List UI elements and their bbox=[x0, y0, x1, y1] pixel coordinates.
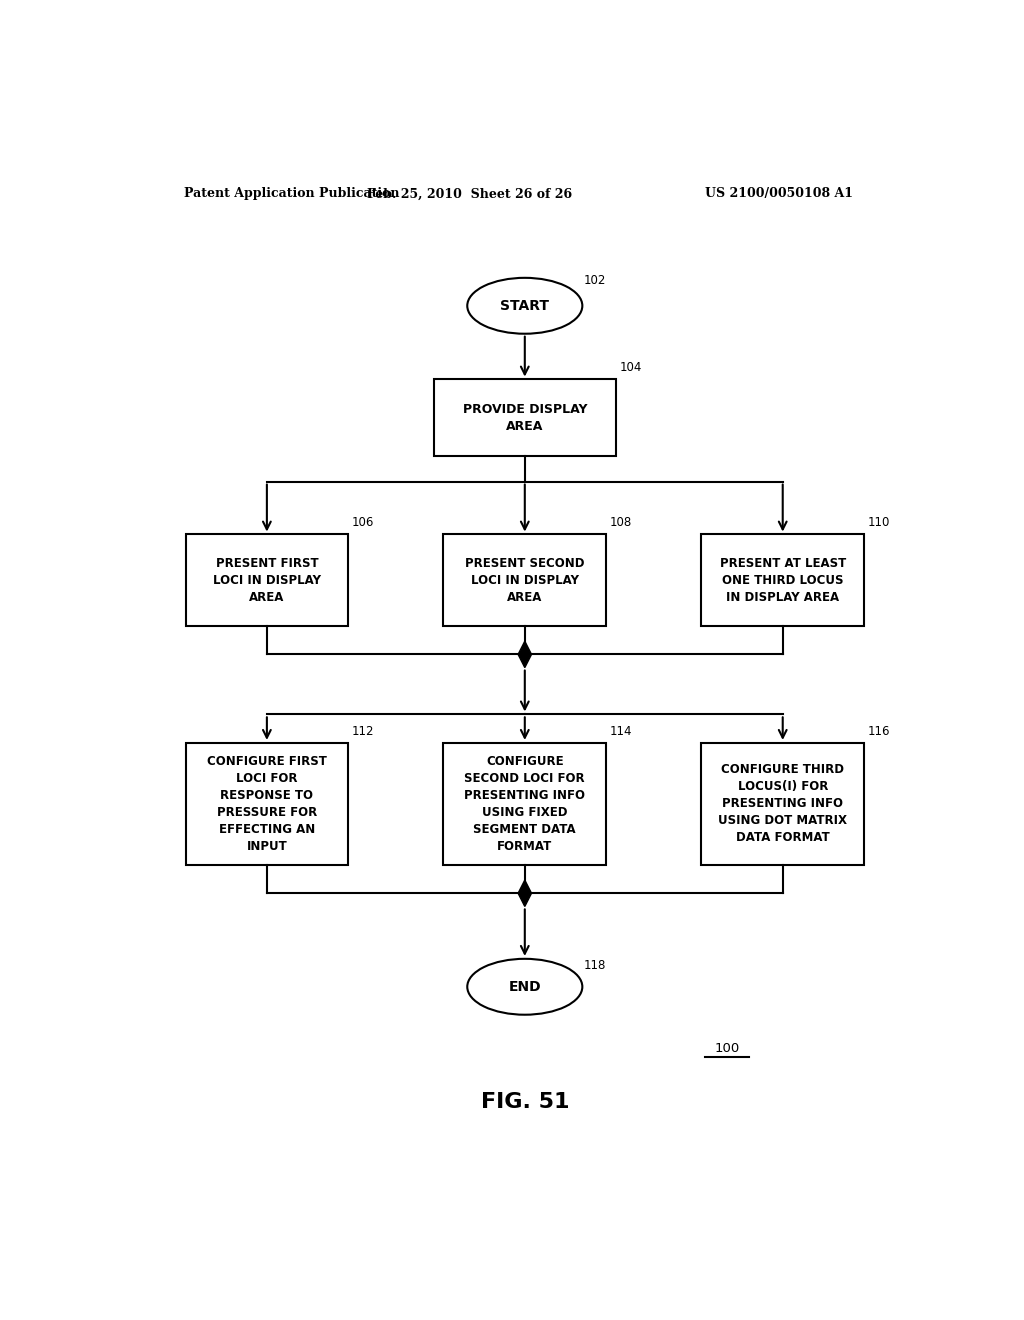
Text: FIG. 51: FIG. 51 bbox=[480, 1092, 569, 1111]
Bar bbox=[443, 535, 606, 626]
Text: 102: 102 bbox=[584, 275, 606, 288]
Text: PROVIDE DISPLAY
AREA: PROVIDE DISPLAY AREA bbox=[463, 403, 587, 433]
Text: 116: 116 bbox=[867, 725, 890, 738]
Polygon shape bbox=[518, 642, 531, 668]
Bar bbox=[185, 535, 348, 626]
Bar bbox=[701, 535, 864, 626]
Text: Patent Application Publication: Patent Application Publication bbox=[183, 187, 399, 201]
Text: 104: 104 bbox=[620, 362, 642, 375]
Text: 114: 114 bbox=[609, 725, 632, 738]
Text: END: END bbox=[509, 979, 541, 994]
Text: 108: 108 bbox=[609, 516, 632, 529]
Text: 118: 118 bbox=[584, 958, 606, 972]
Text: CONFIGURE
SECOND LOCI FOR
PRESENTING INFO
USING FIXED
SEGMENT DATA
FORMAT: CONFIGURE SECOND LOCI FOR PRESENTING INF… bbox=[464, 755, 586, 853]
Text: 112: 112 bbox=[351, 725, 374, 738]
Text: 100: 100 bbox=[715, 1041, 739, 1055]
Text: PRESENT FIRST
LOCI IN DISPLAY
AREA: PRESENT FIRST LOCI IN DISPLAY AREA bbox=[213, 557, 321, 603]
Bar bbox=[443, 743, 606, 865]
Polygon shape bbox=[518, 880, 531, 907]
Text: CONFIGURE THIRD
LOCUS(I) FOR
PRESENTING INFO
USING DOT MATRIX
DATA FORMAT: CONFIGURE THIRD LOCUS(I) FOR PRESENTING … bbox=[718, 763, 847, 845]
Text: 110: 110 bbox=[867, 516, 890, 529]
Text: US 2100/0050108 A1: US 2100/0050108 A1 bbox=[705, 187, 853, 201]
Text: START: START bbox=[501, 298, 549, 313]
Bar bbox=[185, 743, 348, 865]
Bar bbox=[701, 743, 864, 865]
Text: 106: 106 bbox=[351, 516, 374, 529]
Bar bbox=[433, 379, 616, 455]
Text: CONFIGURE FIRST
LOCI FOR
RESPONSE TO
PRESSURE FOR
EFFECTING AN
INPUT: CONFIGURE FIRST LOCI FOR RESPONSE TO PRE… bbox=[207, 755, 327, 853]
Text: PRESENT SECOND
LOCI IN DISPLAY
AREA: PRESENT SECOND LOCI IN DISPLAY AREA bbox=[465, 557, 585, 603]
Text: Feb. 25, 2010  Sheet 26 of 26: Feb. 25, 2010 Sheet 26 of 26 bbox=[367, 187, 571, 201]
Text: PRESENT AT LEAST
ONE THIRD LOCUS
IN DISPLAY AREA: PRESENT AT LEAST ONE THIRD LOCUS IN DISP… bbox=[720, 557, 846, 603]
